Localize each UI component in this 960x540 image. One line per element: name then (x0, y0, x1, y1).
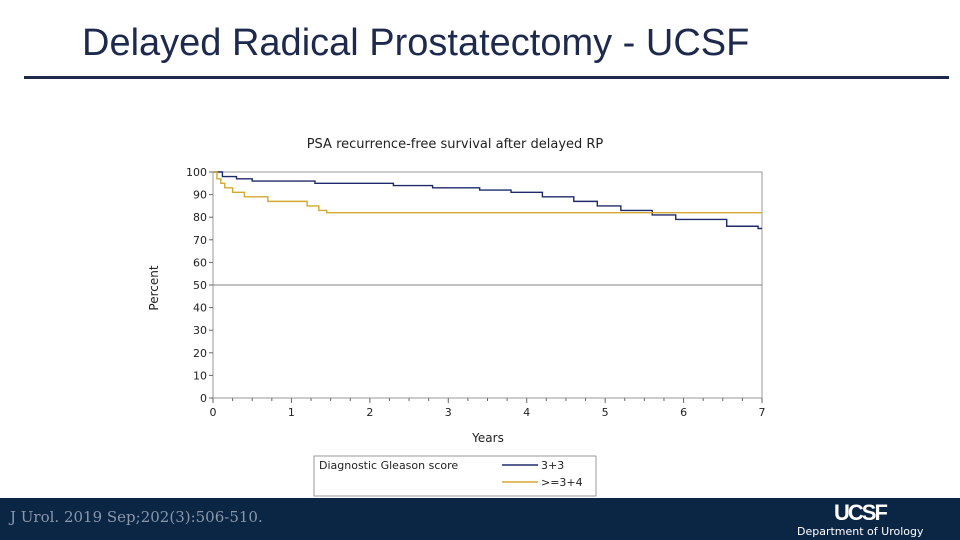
km-survival-chart: PSA recurrence-free survival after delay… (147, 137, 766, 497)
y-tick-label: 10 (193, 369, 207, 382)
title-divider (24, 76, 949, 79)
legend-label-3-3: 3+3 (541, 459, 564, 472)
x-tick-label: 2 (366, 406, 373, 419)
y-tick-label: 0 (200, 392, 207, 405)
series-layer (213, 171, 762, 230)
x-axis: 0 1 2 3 4 5 6 7 (210, 398, 766, 419)
ucsf-logo: UCSF (834, 500, 888, 525)
x-tick-label: 5 (602, 406, 609, 419)
y-tick-label: 90 (193, 189, 207, 202)
legend: Diagnostic Gleason score 3+3 >=3+4 (313, 455, 597, 497)
y-tick-label: 100 (186, 166, 207, 179)
y-tick-label: 30 (193, 324, 207, 337)
slide-title: Delayed Radical Prostatectomy - UCSF (82, 22, 750, 64)
footer-bar (0, 498, 960, 540)
x-tick-label: 4 (523, 406, 530, 419)
y-tick-label: 40 (193, 302, 207, 315)
x-tick-label: 0 (210, 406, 217, 419)
chart-title: PSA recurrence-free survival after delay… (307, 137, 604, 152)
x-tick-label: 7 (759, 406, 766, 419)
department-label: Department of Urology (797, 525, 924, 538)
x-tick-label: 6 (680, 406, 687, 419)
y-tick-label: 60 (193, 256, 207, 269)
y-axis: 0 10 20 30 40 50 60 70 80 90 100 (186, 166, 213, 405)
km-line-ge-3-4 (213, 171, 762, 214)
chart-panel: PSA recurrence-free survival after delay… (138, 108, 772, 500)
legend-label-ge-3-4: >=3+4 (541, 476, 583, 489)
citation: J Urol. 2019 Sep;202(3):506-510. (10, 508, 263, 526)
y-tick-label: 80 (193, 211, 207, 224)
x-tick-label: 1 (288, 406, 295, 419)
y-tick-label: 50 (193, 279, 207, 292)
y-axis-label: Percent (147, 265, 161, 310)
legend-title: Diagnostic Gleason score (319, 459, 458, 472)
legend-frame (313, 455, 597, 497)
x-tick-label: 3 (445, 406, 452, 419)
km-line-3-3 (213, 171, 762, 230)
x-axis-label: Years (471, 431, 504, 445)
y-tick-label: 20 (193, 347, 207, 360)
y-tick-label: 70 (193, 234, 207, 247)
